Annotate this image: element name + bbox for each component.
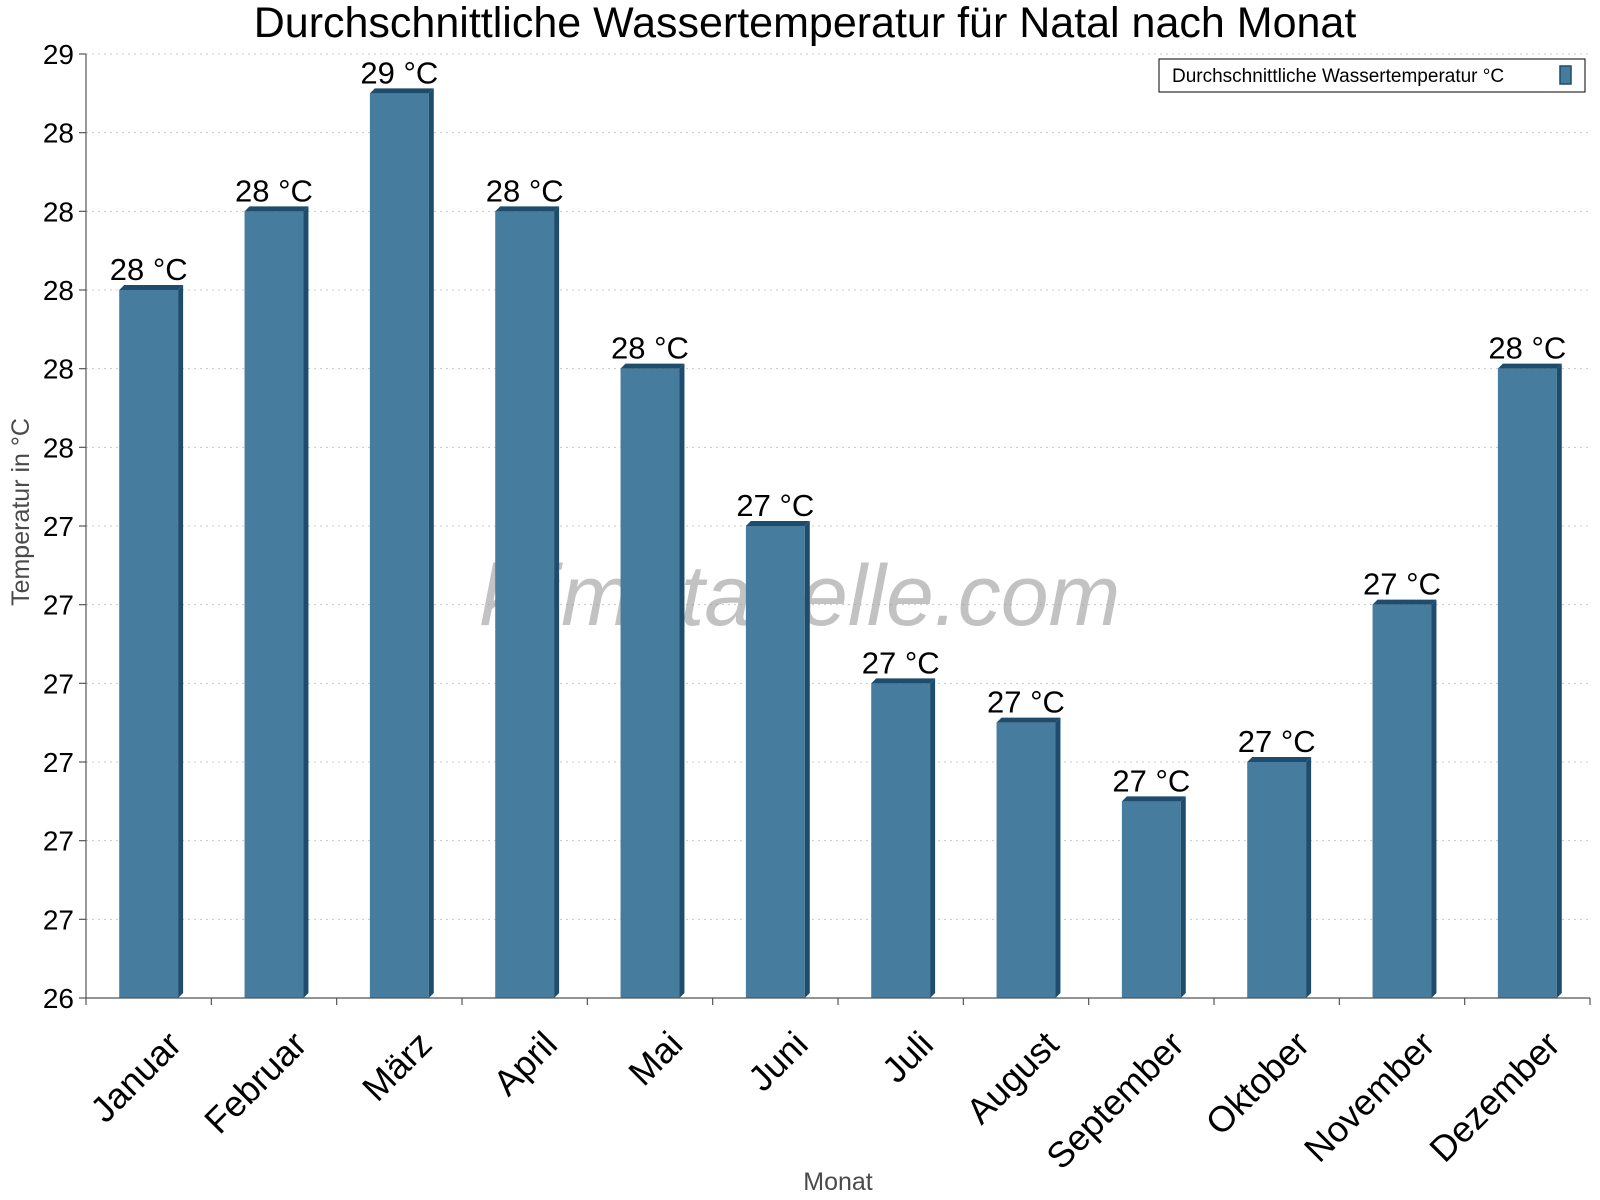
data-label: 29 °C <box>360 55 438 90</box>
y-tick-label: 27 <box>43 590 74 621</box>
bar-side <box>930 678 936 998</box>
bar-side <box>1306 757 1312 998</box>
bar-top <box>1247 757 1312 762</box>
x-tick-label: Mai <box>620 1023 690 1093</box>
bar <box>1372 604 1432 998</box>
x-tick-label: März <box>354 1023 440 1109</box>
bar-side <box>804 521 810 998</box>
x-tick-label: Oktober <box>1197 1023 1317 1143</box>
y-tick-label: 27 <box>43 904 74 935</box>
data-label: 27 °C <box>736 488 814 523</box>
bar <box>495 211 555 999</box>
bar-top <box>871 678 936 684</box>
bar-side <box>1431 599 1437 998</box>
x-tick-label: September <box>1038 1023 1192 1177</box>
legend: Durchschnittliche Wassertemperatur °C <box>1158 58 1586 93</box>
bar-top <box>1497 363 1562 369</box>
bar-side <box>428 88 434 999</box>
bar-top <box>620 363 685 369</box>
y-tick-label: 27 <box>43 511 74 542</box>
bar <box>871 683 931 998</box>
data-label: 28 °C <box>110 252 188 287</box>
bar <box>996 722 1056 998</box>
bar-top <box>369 88 434 94</box>
data-label: 28 °C <box>235 173 313 208</box>
chart-title: Durchschnittliche Wassertemperatur für N… <box>254 0 1357 47</box>
bar-top <box>1372 599 1437 605</box>
x-tick-label: Januar <box>82 1023 189 1130</box>
data-label: 27 °C <box>1363 567 1441 602</box>
y-tick-label: 28 <box>43 354 74 385</box>
legend-box <box>1158 58 1586 93</box>
bar <box>620 368 680 999</box>
x-tick-label: November <box>1296 1023 1442 1169</box>
bar-top <box>119 285 184 290</box>
bar <box>1121 801 1181 998</box>
y-tick-label: 28 <box>43 196 74 227</box>
x-tick-label: Dezember <box>1421 1023 1567 1169</box>
bar <box>244 211 304 999</box>
bar-top <box>1121 796 1186 802</box>
x-tick-label: August <box>958 1023 1066 1131</box>
bar-top <box>495 206 560 212</box>
bar-top <box>745 521 810 526</box>
bar-side <box>1556 363 1562 999</box>
bar-side <box>554 206 560 999</box>
y-tick-label: 27 <box>43 826 74 857</box>
legend-swatch <box>1559 65 1572 85</box>
y-tick-label: 27 <box>43 747 74 778</box>
y-tick-label: 27 <box>43 668 74 699</box>
y-tick-label: 28 <box>43 432 74 463</box>
y-tick-label: 28 <box>43 118 74 149</box>
data-label: 27 °C <box>1112 763 1190 798</box>
data-label: 27 °C <box>862 645 940 680</box>
data-label: 28 °C <box>1488 331 1566 366</box>
bar-side <box>303 206 309 999</box>
x-tick-label: Juli <box>874 1023 941 1090</box>
y-tick-label: 28 <box>43 275 74 306</box>
legend-label: Durchschnittliche Wassertemperatur °C <box>1172 66 1504 87</box>
data-label: 27 °C <box>1238 724 1316 759</box>
bar <box>1497 368 1557 999</box>
bar <box>1247 762 1307 998</box>
data-label: 27 °C <box>987 685 1065 720</box>
data-label: 28 °C <box>611 331 689 366</box>
x-tick-label: Juni <box>740 1023 816 1099</box>
y-tick-label: 29 <box>43 39 74 70</box>
y-axis-title: Temperatur in °C <box>7 418 35 606</box>
bars: 28 °C 28 °C 29 °C 28 °C 28 °C 27 °C 27 °C 27 °C… <box>110 55 1566 999</box>
bar-top <box>244 206 309 212</box>
x-tick-label: Februar <box>196 1023 314 1141</box>
bar-side <box>178 285 184 998</box>
bar <box>119 290 179 998</box>
y-tick-label: 26 <box>43 983 74 1014</box>
x-tick-label: April <box>485 1023 565 1103</box>
x-axis-title: Monat <box>803 1168 873 1196</box>
bar-side <box>1180 796 1186 998</box>
bar-side <box>679 363 685 999</box>
data-label: 28 °C <box>486 173 564 208</box>
bar <box>369 93 429 999</box>
bar <box>745 526 805 998</box>
bar-side <box>1055 717 1061 998</box>
bar-top <box>996 717 1061 723</box>
